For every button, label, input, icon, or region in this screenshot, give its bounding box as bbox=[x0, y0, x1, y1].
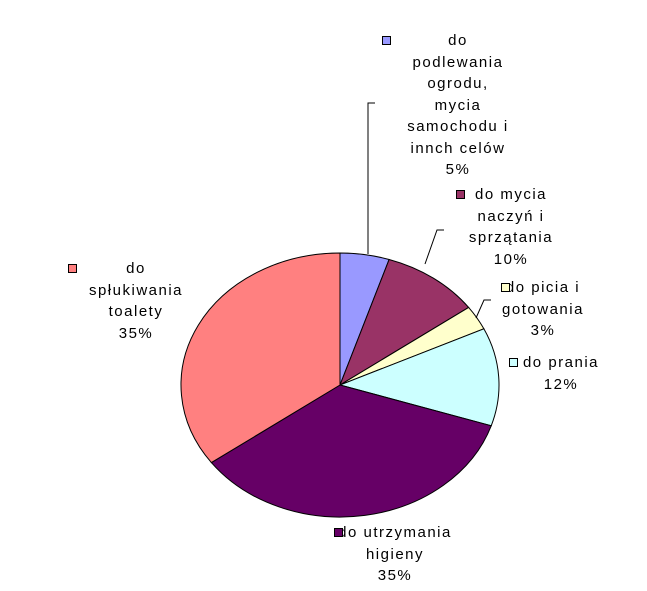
slice-label-text: sprzątania bbox=[468, 229, 554, 246]
slice-label-text: spłukiwania bbox=[88, 281, 184, 299]
pie-slice bbox=[338, 258, 470, 387]
slice-label: do podlewania ogrodu, mycia samochodu i innch… bbox=[380, 30, 536, 181]
slice-percent-label: 3% bbox=[530, 322, 556, 339]
leader-line bbox=[475, 299, 491, 319]
slice-label-text: do utrzymania bbox=[338, 524, 452, 541]
slice-label: do prania 12% bbox=[505, 352, 617, 395]
slice-label-text: do prania bbox=[522, 354, 600, 371]
slice-label-text: do bbox=[448, 32, 468, 49]
slice-label-text: samochodu i bbox=[407, 118, 509, 135]
slice-label: do utrzymania higieny 35% bbox=[330, 522, 460, 587]
pie-slice bbox=[210, 384, 492, 518]
slice-label-text: naczyń i bbox=[477, 207, 545, 225]
slice-color-swatch bbox=[334, 528, 343, 537]
slice-percent-label: 35% bbox=[377, 567, 413, 584]
slice-label-text: do picia i bbox=[505, 279, 581, 296]
slice-label-text: mycia bbox=[434, 96, 482, 114]
leader-line bbox=[367, 102, 375, 254]
slice-color-swatch bbox=[501, 283, 510, 292]
slice-color-swatch bbox=[509, 358, 518, 367]
slice-label-text: do bbox=[126, 260, 146, 277]
slice-color-swatch bbox=[68, 264, 77, 273]
slice-color-swatch bbox=[456, 190, 465, 199]
slice-percent-label: 35% bbox=[118, 324, 154, 342]
slice-label-text: toalety bbox=[108, 303, 164, 320]
slice-label-text: do mycia bbox=[474, 186, 548, 203]
pie-slice bbox=[180, 252, 341, 464]
slice-label-text: podlewania bbox=[412, 53, 504, 71]
slice-percent-label: 5% bbox=[445, 161, 471, 178]
slice-percent-label: 12% bbox=[543, 375, 579, 393]
slice-label-text: gotowania bbox=[502, 300, 584, 318]
slice-percent-label: 10% bbox=[493, 250, 529, 268]
slice-label: do spłukiwania toalety 35% bbox=[66, 258, 206, 344]
slice-label-text: higieny bbox=[365, 545, 425, 563]
slice-label: do mycia naczyń i sprzątania 10% bbox=[450, 184, 572, 270]
leader-line bbox=[424, 229, 444, 265]
slice-label-text: innch celów bbox=[410, 139, 506, 157]
pie-slice bbox=[338, 328, 500, 427]
slice-label-text: ogrodu, bbox=[427, 75, 489, 92]
slice-label: do picia i gotowania 3% bbox=[495, 277, 591, 342]
slice-color-swatch bbox=[382, 36, 391, 45]
